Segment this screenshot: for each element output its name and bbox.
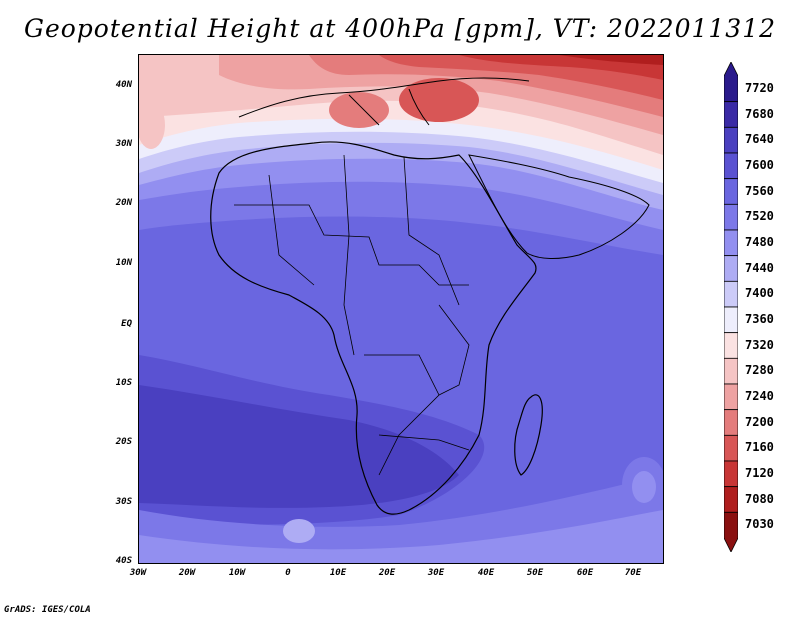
lon-tick-label: 40E [477, 568, 495, 578]
map-panel [138, 54, 664, 564]
colorbar-label: 7030 [745, 517, 774, 532]
lat-tick-label: EQ [121, 319, 132, 329]
colorbar [724, 62, 738, 552]
colorbar-label: 7240 [745, 388, 774, 403]
lat-tick-label: 20S [115, 437, 132, 447]
colorbar-label: 7720 [745, 80, 774, 95]
colorbar-label: 7320 [745, 337, 774, 352]
colorbar-swatch [724, 511, 738, 552]
lon-tick-label: 10W [228, 568, 246, 578]
colorbar-swatch [724, 306, 738, 334]
colorbar-swatch [724, 255, 738, 282]
colorbar-swatch [724, 229, 738, 257]
colorbar-label: 7160 [745, 440, 774, 455]
colorbar-label: 7080 [745, 491, 774, 506]
colorbar-swatch [724, 280, 738, 308]
contour-field [139, 55, 663, 563]
colorbar-label: 7120 [745, 465, 774, 480]
colorbar-label: 7280 [745, 363, 774, 378]
colorbar-label: 7600 [745, 157, 774, 172]
lon-tick-label: 20W [178, 568, 196, 578]
colorbar-swatch [724, 434, 738, 462]
colorbar-swatch [724, 62, 738, 103]
colorbar-swatch [724, 357, 738, 385]
colorbar-swatch [724, 101, 738, 128]
colorbar-swatch [724, 152, 738, 180]
lat-tick-label: 30S [115, 497, 132, 507]
colorbar-swatch [724, 332, 738, 359]
colorbar-label: 7480 [745, 234, 774, 249]
lon-tick-label: 20E [378, 568, 396, 578]
lon-tick-label: 30W [129, 568, 147, 578]
lat-tick-label: 20N [115, 198, 132, 208]
lat-tick-label: 40S [115, 556, 132, 566]
colorbar-label: 7360 [745, 311, 774, 326]
lon-tick-label: 60E [576, 568, 594, 578]
colorbar-label: 7440 [745, 260, 774, 275]
lon-tick-label: 10E [329, 568, 347, 578]
colorbar-swatch [724, 383, 738, 411]
colorbar-swatch [724, 486, 738, 513]
lat-tick-label: 30N [115, 139, 132, 149]
lon-tick-label: 0 [285, 568, 291, 578]
colorbar-label: 7640 [745, 132, 774, 147]
lat-tick-label: 10N [115, 258, 132, 268]
colorbar-label: 7520 [745, 209, 774, 224]
lon-tick-label: 70E [624, 568, 642, 578]
colorbar-label: 7400 [745, 286, 774, 301]
colorbar-swatch [724, 203, 738, 231]
map-title: Geopotential Height at 400hPa [gpm], VT:… [23, 14, 777, 43]
lon-tick-label: 30E [427, 568, 445, 578]
lat-tick-label: 40N [115, 80, 132, 90]
colorbar-swatch [724, 126, 738, 154]
footer-credit: GrADS: IGES/COLA [4, 605, 91, 615]
colorbar-swatch [724, 460, 738, 488]
colorbar-swatch [724, 178, 738, 205]
colorbar-label: 7680 [745, 106, 774, 121]
colorbar-swatch [724, 409, 738, 436]
lon-tick-label: 50E [526, 568, 544, 578]
lat-tick-label: 10S [115, 378, 132, 388]
colorbar-label: 7200 [745, 414, 774, 429]
colorbar-label: 7560 [745, 183, 774, 198]
